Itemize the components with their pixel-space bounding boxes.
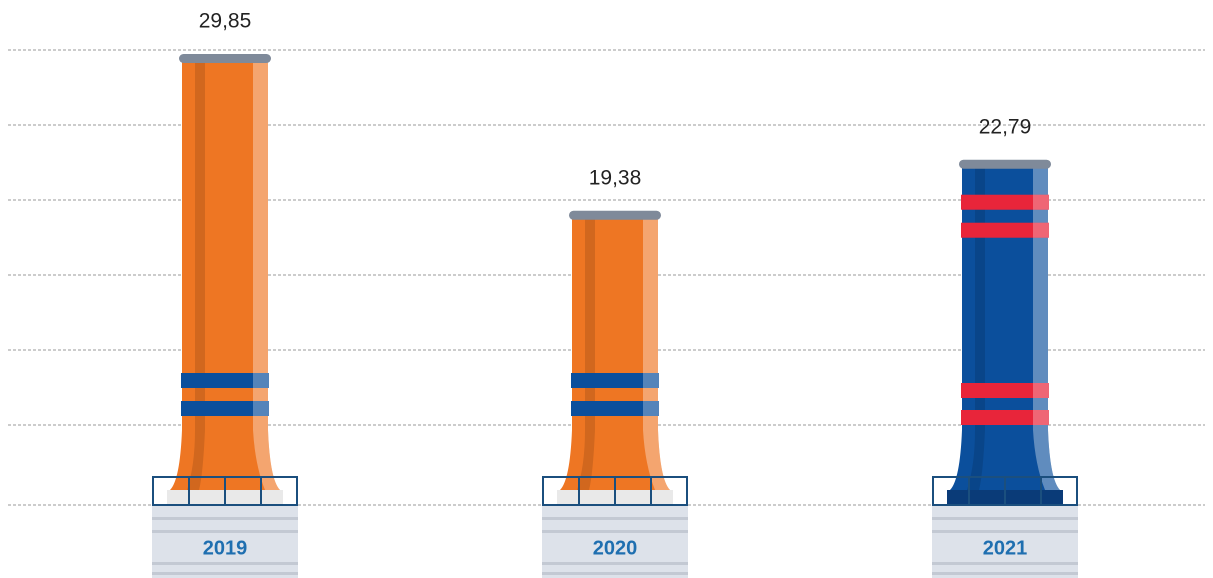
pedestal-stripe: [932, 572, 1078, 575]
band: [961, 194, 1049, 210]
value-label: 29,85: [199, 10, 252, 33]
band-light: [253, 401, 269, 416]
pedestal-stripe: [152, 562, 298, 565]
pedestal-stripe: [932, 562, 1078, 565]
shaft-light: [253, 62, 280, 490]
pedestal-stripe: [152, 572, 298, 575]
cap: [569, 210, 661, 220]
bar: [560, 218, 670, 491]
x-tick-label: 2020: [593, 537, 638, 559]
pedestal-stripe: [932, 530, 1078, 533]
pedestal-stripe: [542, 562, 688, 565]
band: [961, 383, 1049, 398]
pedestal-stripe: [152, 517, 298, 520]
value-label: 22,79: [979, 115, 1032, 138]
shaft-light: [1033, 167, 1060, 491]
cap: [179, 54, 271, 63]
pedestal-stripe: [542, 572, 688, 575]
x-tick-label: 2019: [203, 537, 248, 559]
band-light: [253, 373, 269, 388]
band-light: [1033, 410, 1049, 425]
band-light: [643, 401, 659, 416]
band-light: [1033, 222, 1049, 238]
band: [961, 222, 1049, 238]
x-tick-label: 2021: [983, 537, 1028, 559]
band: [571, 373, 659, 388]
chimney: 29,85 2019: [152, 10, 298, 578]
chimney: 19,38 2020: [542, 166, 688, 578]
shaft-light: [643, 218, 670, 491]
value-label: 19,38: [589, 166, 642, 189]
cap: [959, 159, 1051, 169]
band-light: [1033, 383, 1049, 398]
chimney: 22,79 2021: [932, 115, 1078, 578]
band-light: [1033, 194, 1049, 210]
band: [571, 401, 659, 416]
bar: [950, 167, 1060, 491]
shaft-shadow: [967, 167, 985, 491]
pedestal-stripe: [542, 517, 688, 520]
shaft-shadow: [577, 218, 595, 491]
pedestal-stripe: [152, 530, 298, 533]
pedestal-stripe: [932, 517, 1078, 520]
band: [961, 410, 1049, 425]
band: [181, 401, 269, 416]
band: [181, 373, 269, 388]
pedestal-stripe: [542, 530, 688, 533]
band-light: [643, 373, 659, 388]
